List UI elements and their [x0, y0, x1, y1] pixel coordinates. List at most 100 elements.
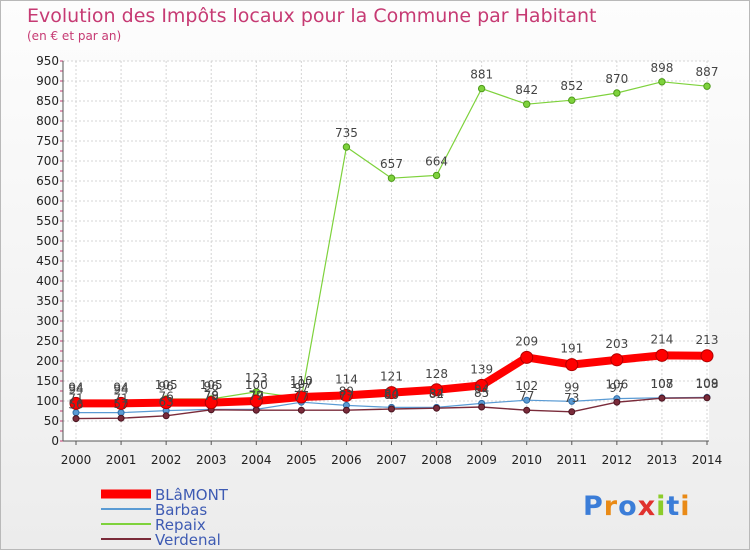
data-label-verdenal: 85 [474, 386, 489, 400]
proxiti-logo: Proxiti [583, 491, 691, 522]
x-tick-label: 2002 [151, 453, 182, 467]
data-label-blmont: 94 [113, 380, 128, 394]
data-point-blmont [610, 353, 624, 367]
x-tick-label: 2001 [106, 453, 137, 467]
y-tick-label: 150 [36, 374, 59, 388]
data-label-verdenal: 77 [339, 389, 354, 403]
y-tick-label: 900 [36, 74, 59, 88]
data-label-verdenal: 97 [609, 381, 624, 395]
data-label-blmont: 96 [159, 380, 174, 394]
data-point-verdenal [342, 406, 350, 414]
data-point-blmont [294, 390, 308, 404]
data-label-barbas: 71 [68, 392, 83, 406]
data-label-barbas: 84 [429, 386, 444, 400]
data-label-barbas: 76 [159, 390, 174, 404]
data-point-blmont [69, 396, 83, 410]
chart-title: Evolution des Impôts locaux pour la Comm… [27, 5, 597, 27]
x-tick-label: 2007 [376, 453, 407, 467]
x-tick-label: 2004 [241, 453, 272, 467]
y-tick-label: 400 [36, 274, 59, 288]
data-point-barbas [568, 397, 576, 405]
data-label-repaix: 657 [380, 157, 403, 171]
y-tick-label: 550 [36, 214, 59, 228]
data-label-repaix: 852 [560, 79, 583, 93]
data-point-verdenal [252, 406, 260, 414]
data-point-verdenal [388, 405, 395, 413]
data-label-repaix: 664 [425, 154, 448, 168]
data-label-blmont: 94 [68, 380, 83, 394]
legend-entry-repaix: Repaix [155, 516, 206, 534]
data-label-verdenal: 78 [204, 389, 219, 403]
data-label-verdenal: 80 [384, 388, 399, 402]
data-label-repaix: 887 [696, 65, 719, 79]
data-point-verdenal [703, 394, 711, 402]
data-label-verdenal: 77 [294, 389, 309, 403]
data-point-blmont [565, 358, 579, 372]
x-tick-label: 2009 [466, 453, 497, 467]
legend-entry-verdenal: Verdenal [155, 531, 221, 549]
x-tick-label: 2012 [602, 453, 633, 467]
data-point-verdenal [613, 398, 621, 406]
x-tick-label: 2014 [692, 453, 723, 467]
data-point-blmont [249, 394, 263, 408]
data-point-repaix [387, 174, 396, 182]
data-label-verdenal: 77 [519, 389, 534, 403]
data-label-verdenal: 56 [68, 398, 83, 412]
data-point-blmont [475, 378, 489, 392]
x-tick-label: 2003 [196, 453, 227, 467]
data-point-blmont [204, 396, 218, 410]
data-label-blmont: 110 [290, 374, 313, 388]
x-tick-label: 2013 [647, 453, 678, 467]
y-tick-label: 950 [36, 54, 59, 68]
y-tick-label: 450 [36, 254, 59, 268]
y-tick-label: 0 [51, 434, 59, 448]
data-point-repaix [568, 96, 576, 104]
data-point-repaix [477, 84, 486, 93]
data-label-repaix: 870 [605, 72, 628, 86]
data-label-barbas: 71 [113, 392, 128, 406]
data-label-repaix: 735 [335, 126, 358, 140]
data-point-blmont [114, 396, 128, 410]
data-point-repaix [703, 82, 711, 90]
data-label-barbas: 94 [474, 382, 489, 396]
data-point-blmont [700, 349, 714, 363]
logo-letter: i [680, 491, 691, 522]
x-tick-label: 2011 [557, 453, 588, 467]
y-tick-label: 50 [44, 414, 59, 428]
data-point-repaix [342, 143, 351, 151]
data-label-blmont: 191 [560, 342, 583, 356]
data-label-repaix: 105 [155, 378, 178, 392]
data-label-barbas: 106 [605, 378, 628, 392]
data-point-verdenal [297, 406, 305, 414]
data-label-barbas: 102 [515, 379, 538, 393]
data-point-blmont [339, 388, 353, 402]
x-tick-label: 2010 [511, 453, 542, 467]
data-point-repaix [432, 171, 441, 180]
legend-entry-blmont: BLâMONT [155, 486, 229, 504]
chart-subtitle: (en € et par an) [27, 29, 122, 43]
y-tick-label: 600 [36, 194, 59, 208]
data-label-blmont: 114 [335, 372, 358, 386]
data-label-repaix: 94 [113, 382, 128, 396]
data-point-verdenal [433, 404, 441, 412]
logo-letter: t [666, 491, 681, 522]
y-tick-label: 750 [36, 134, 59, 148]
x-tick-label: 2005 [286, 453, 317, 467]
x-tick-label: 2008 [421, 453, 452, 467]
data-label-verdenal: 108 [696, 377, 719, 391]
plot-area [63, 61, 709, 441]
data-label-verdenal: 82 [429, 387, 444, 401]
data-label-barbas: 84 [384, 386, 399, 400]
data-point-verdenal [117, 414, 125, 422]
data-label-repaix: 123 [245, 371, 268, 385]
legend-entry-barbas: Barbas [155, 501, 207, 519]
x-tick-label: 2006 [331, 453, 362, 467]
y-tick-label: 200 [36, 354, 59, 368]
data-label-repaix: 107 [290, 377, 313, 391]
y-tick-label: 250 [36, 334, 59, 348]
data-label-repaix: 105 [200, 378, 223, 392]
data-label-verdenal: 77 [249, 389, 264, 403]
data-label-blmont: 121 [380, 370, 403, 384]
data-label-repaix: 94 [68, 382, 83, 396]
